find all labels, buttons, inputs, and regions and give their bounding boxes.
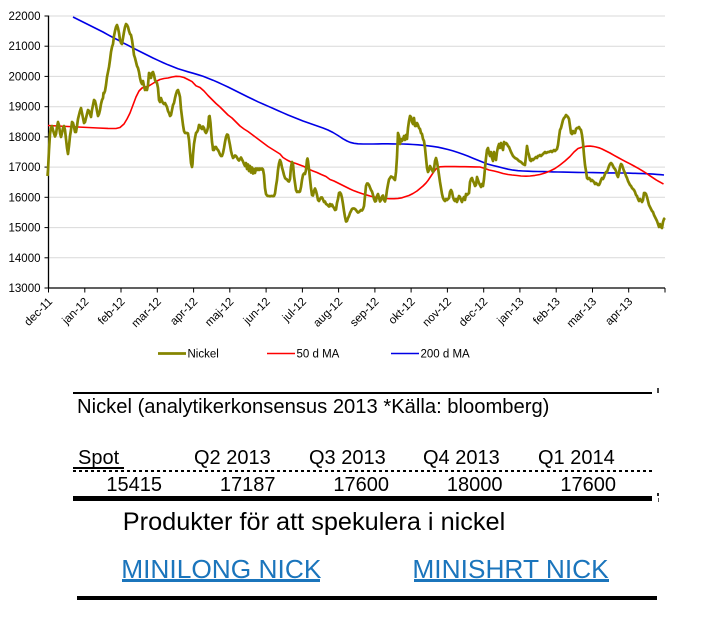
svg-text:dec-12: dec-12 — [457, 296, 490, 329]
svg-text:15000: 15000 — [9, 223, 41, 235]
svg-text:apr-13: apr-13 — [603, 296, 635, 328]
svg-text:nov-12: nov-12 — [421, 296, 454, 329]
svg-text:200 d MA: 200 d MA — [421, 349, 471, 361]
svg-text:19000: 19000 — [9, 102, 41, 114]
svg-text:jun-12: jun-12 — [241, 296, 273, 328]
svg-text:20000: 20000 — [9, 71, 41, 83]
svg-text:jul-12: jul-12 — [280, 296, 309, 325]
svg-text:Nickel: Nickel — [188, 349, 219, 361]
svg-text:sep-12: sep-12 — [348, 296, 381, 329]
svg-text:dec-11: dec-11 — [22, 296, 55, 329]
svg-text:mar-12: mar-12 — [130, 296, 164, 330]
svg-text:14000: 14000 — [9, 253, 41, 265]
svg-text:22000: 22000 — [9, 11, 41, 23]
svg-text:okt-12: okt-12 — [387, 296, 418, 327]
svg-text:maj-12: maj-12 — [203, 296, 236, 329]
svg-text:16000: 16000 — [9, 192, 41, 204]
svg-text:aug-12: aug-12 — [311, 296, 345, 330]
svg-text:13000: 13000 — [9, 283, 41, 295]
svg-text:apr-12: apr-12 — [168, 296, 200, 328]
svg-text:18000: 18000 — [9, 132, 41, 144]
svg-text:jan-13: jan-13 — [495, 296, 527, 328]
svg-text:mar-13: mar-13 — [565, 296, 599, 330]
svg-text:jan-12: jan-12 — [60, 296, 92, 328]
svg-text:50 d MA: 50 d MA — [297, 349, 340, 361]
svg-text:feb-13: feb-13 — [531, 296, 563, 328]
svg-text:17000: 17000 — [9, 162, 41, 174]
svg-text:21000: 21000 — [9, 41, 41, 53]
svg-text:feb-12: feb-12 — [96, 296, 128, 328]
